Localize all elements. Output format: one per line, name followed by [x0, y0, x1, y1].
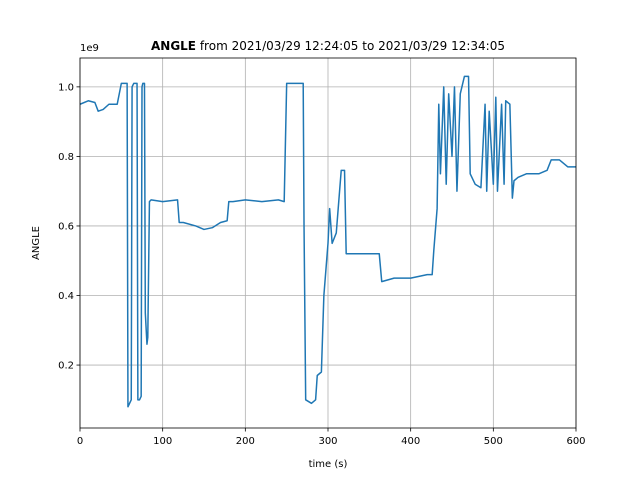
x-tick-label: 300 [318, 436, 337, 447]
y-tick-label: 0.4 [58, 291, 74, 302]
x-tick-label: 200 [236, 436, 255, 447]
x-tick-label: 500 [484, 436, 503, 447]
chart-title: ANGLE from 2021/03/29 12:24:05 to 2021/0… [151, 39, 505, 53]
y-tick-label: 0.8 [58, 152, 74, 163]
x-axis-label: time (s) [309, 459, 348, 470]
x-tick-label: 0 [77, 436, 83, 447]
y-tick-label: 0.6 [58, 221, 74, 232]
x-tick-label: 400 [401, 436, 420, 447]
data-line [79, 75, 576, 408]
y-tick-label: 1.0 [58, 82, 74, 93]
plot-frame [79, 57, 577, 429]
title-bold: ANGLE [151, 39, 196, 53]
y-offset: 1e9 [80, 43, 99, 54]
x-tick-label: 600 [566, 436, 585, 447]
title-rest: from 2021/03/29 12:24:05 to 2021/03/29 1… [196, 39, 505, 53]
y-axis-label: ANGLE [31, 226, 42, 260]
x-tick-label: 100 [153, 436, 172, 447]
y-tick-label: 0.2 [58, 361, 74, 372]
